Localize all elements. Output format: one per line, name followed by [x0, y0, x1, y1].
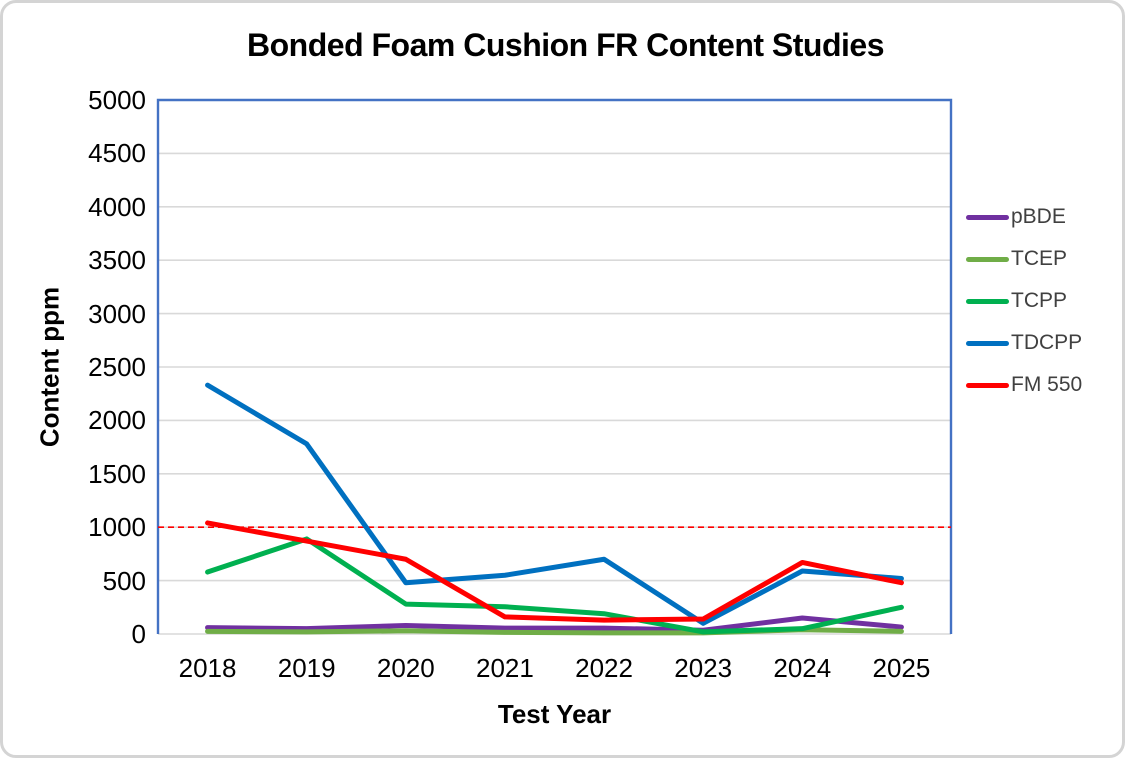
legend-label: TCEP [1011, 247, 1068, 270]
y-tick-label: 0 [131, 619, 146, 649]
legend-label: FM 550 [1011, 373, 1083, 396]
y-tick-label: 2000 [88, 405, 146, 436]
series-line-tdcpp [205, 382, 904, 626]
legend-line-swatch [966, 256, 1009, 262]
x-tick-label: 2020 [376, 653, 435, 683]
legend-line-swatch [966, 382, 1009, 388]
plot-area [156, 98, 953, 636]
legend-label: TCPP [1011, 289, 1068, 312]
x-tick-label: 2019 [277, 653, 336, 683]
legend-line-swatch [966, 340, 1009, 346]
chart-title: Bonded Foam Cushion FR Content Studies [247, 27, 884, 63]
legend: pBDE TCEP TCPP TDCPP FM 550 [966, 205, 1082, 397]
y-tick-label: 3500 [88, 245, 146, 276]
legend-line-swatch [966, 214, 1009, 220]
y-tick-label: 2500 [88, 352, 146, 382]
y-tick-label: 4500 [88, 138, 146, 169]
y-tick-label: 500 [102, 565, 146, 596]
series-line-fm-550 [205, 520, 904, 623]
y-tick-label: 1500 [88, 458, 146, 489]
x-tick-label: 2022 [575, 653, 633, 683]
x-axis-title: Test Year [497, 699, 612, 729]
y-tick-label: 3000 [88, 298, 146, 329]
series-line-pbde [205, 615, 904, 633]
y-tick-label: 1000 [88, 512, 146, 543]
legend-item-tcep: TCEP [966, 247, 1082, 271]
legend-item-pbde: pBDE [966, 205, 1082, 229]
legend-label: pBDE [1011, 205, 1066, 228]
plot-border [156, 98, 953, 634]
legend-label: TDCPP [1011, 331, 1083, 354]
legend-item-tdcpp: TDCPP [966, 331, 1082, 355]
x-tick-label: 2024 [773, 653, 832, 683]
legend-line-swatch [966, 298, 1009, 304]
y-tick-label: 4000 [88, 191, 146, 222]
legend-item-tcpp: TCPP [966, 289, 1082, 313]
y-tick-label: 5000 [88, 85, 146, 115]
x-tick-label: 2021 [476, 653, 534, 683]
series-line-tcpp [205, 536, 904, 635]
x-tick-label: 2023 [674, 653, 733, 683]
x-tick-label: 2018 [178, 653, 237, 683]
legend-item-fm-550: FM 550 [966, 373, 1082, 397]
x-tick-label: 2025 [872, 653, 931, 683]
